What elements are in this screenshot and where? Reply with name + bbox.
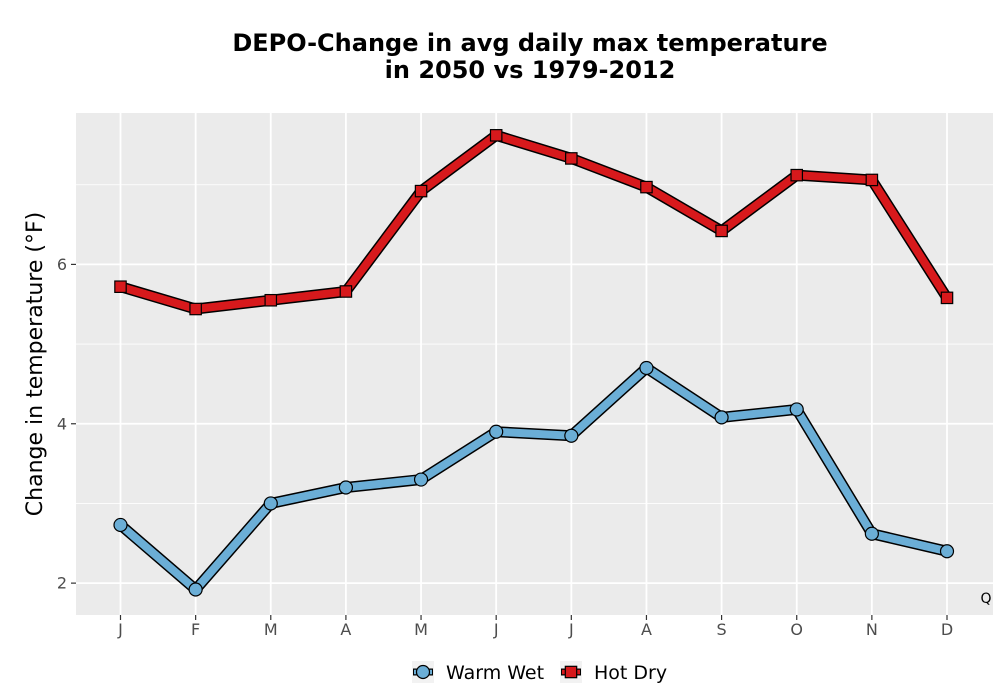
series-hot-dry-point	[640, 180, 653, 194]
series-hot-dry-point	[940, 291, 954, 305]
series-warm-wet	[113, 360, 955, 597]
corner-note: Q	[980, 591, 991, 607]
series-warm-wet-point	[864, 526, 879, 541]
y-tick-label: 2	[57, 574, 67, 593]
series-hot-dry-point	[565, 152, 578, 165]
series-warm-wet-point	[564, 428, 579, 443]
series-layer	[113, 129, 955, 597]
series-hot-dry-point	[865, 173, 879, 187]
chart-title-line-1: DEPO-Change in avg daily max temperature	[232, 29, 828, 57]
x-tick-label: J	[568, 620, 574, 639]
series-warm-wet-point	[789, 402, 804, 417]
chart-title: DEPO-Change in avg daily max temperature…	[60, 30, 1000, 84]
x-tick-label: N	[866, 620, 878, 639]
series-warm-wet-point	[939, 544, 955, 559]
x-tick-label: S	[717, 620, 727, 639]
series-warm-wet-point	[489, 424, 504, 439]
legend-key-marker	[415, 664, 431, 680]
y-axis-title: Change in temperature (°F)	[23, 212, 48, 516]
series-warm-wet-point	[714, 410, 729, 425]
chart-title-line-2: in 2050 vs 1979-2012	[384, 56, 676, 84]
y-tick-label: 4	[57, 414, 67, 433]
legend-label-hot-dry: Hot Dry	[594, 662, 667, 684]
series-warm-wet-point	[188, 582, 203, 597]
y-tick-label: 6	[57, 255, 67, 274]
series-hot-dry	[114, 129, 954, 316]
legend-item-warm-wet: Warm Wet	[412, 661, 544, 684]
axes: 2 4 6 J F M A M J J A S O N D	[57, 255, 953, 639]
series-hot-dry-point	[189, 302, 202, 316]
series-hot-dry-point	[790, 168, 804, 182]
x-tick-label: D	[941, 620, 953, 639]
x-tick-label: J	[117, 620, 123, 639]
series-warm-wet-point	[338, 480, 354, 495]
series-warm-wet-point	[639, 360, 654, 376]
x-tick-label: A	[340, 620, 351, 639]
plot-panel	[76, 113, 993, 615]
legend: Warm Wet Hot Dry	[412, 661, 667, 684]
series-hot-dry-point	[339, 285, 353, 298]
x-tick-label: A	[641, 620, 652, 639]
series-hot-dry-point	[489, 129, 503, 142]
x-tick-label: O	[790, 620, 803, 639]
series-hot-dry-point	[114, 280, 127, 293]
series-warm-wet-point	[413, 472, 429, 487]
x-tick-label: M	[414, 620, 428, 639]
series-hot-dry-point	[264, 293, 278, 307]
legend-key-marker	[564, 665, 578, 679]
legend-item-hot-dry: Hot Dry	[560, 661, 667, 684]
series-warm-wet-point	[263, 496, 278, 511]
series-hot-dry-point	[715, 224, 728, 238]
x-tick-label: M	[264, 620, 278, 639]
legend-label-warm-wet: Warm Wet	[446, 662, 544, 684]
series-warm-wet-line	[116, 363, 951, 594]
series-warm-wet-point	[113, 517, 128, 533]
x-tick-label: J	[493, 620, 499, 639]
series-hot-dry-line	[116, 131, 951, 314]
series-hot-dry-point	[414, 184, 428, 198]
x-tick-label: F	[191, 620, 200, 639]
